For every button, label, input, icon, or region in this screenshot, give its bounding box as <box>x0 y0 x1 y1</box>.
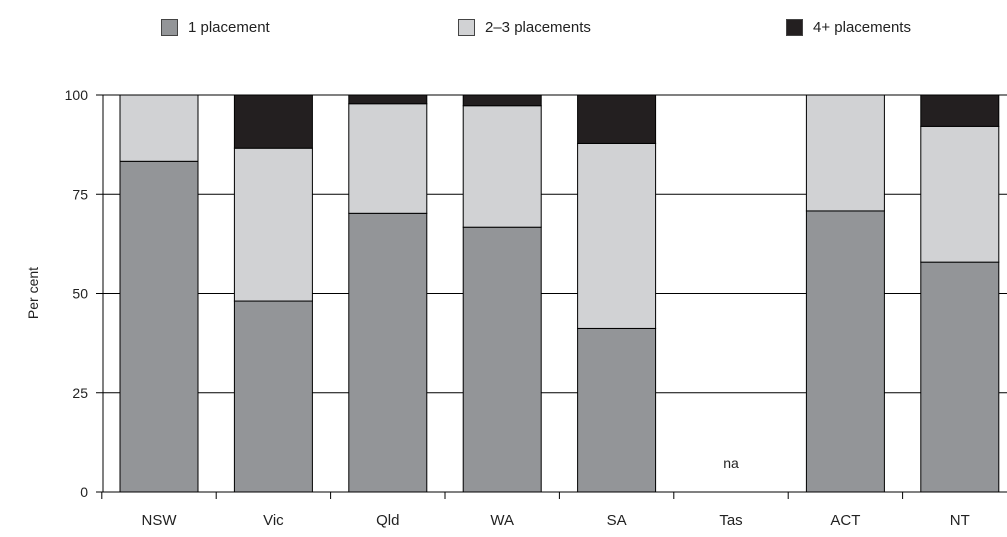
bar-wa-4-plus-placements <box>462 94 542 107</box>
bar-vic-4-plus-placements <box>233 94 313 149</box>
bar-nsw-2-3-placements <box>119 94 199 162</box>
x-tick-label-nt: NT <box>950 512 970 529</box>
bar-wa-2-3-placements <box>462 105 542 228</box>
x-tick-label-act: ACT <box>830 512 860 529</box>
bar-vic-1-placement <box>233 300 313 493</box>
legend-swatch-2-3-placements <box>458 18 475 36</box>
bars: na <box>119 94 1000 493</box>
y-tick-label-25: 25 <box>72 385 88 401</box>
bar-sa-4-plus-placements <box>577 94 657 144</box>
y-tick-label-50: 50 <box>72 286 88 302</box>
legend-label-1-placement: 1 placement <box>188 18 270 36</box>
x-tick-label-vic: Vic <box>263 512 284 529</box>
bar-nt-2-3-placements <box>920 125 1000 263</box>
axes: 0 25 50 75 100 NSW Vic Qld WA SA Tas ACT NT <box>65 87 1007 529</box>
y-tick-label-100: 100 <box>65 87 89 103</box>
bar-act-2-3-placements <box>805 94 885 212</box>
legend-label-2-3-placements: 2–3 placements <box>485 18 591 36</box>
bar-nt-1-placement <box>920 261 1000 493</box>
bar-sa-1-placement <box>577 327 657 493</box>
bar-qld-4-plus-placements <box>348 94 428 105</box>
bar-nt-4-plus-placements <box>920 94 1000 127</box>
legend-item-2-3-placements: 2–3 placements <box>458 16 591 38</box>
legend-swatch-4-plus-placements <box>786 18 803 36</box>
bar-vic-2-3-placements <box>233 147 313 302</box>
legend-label-4-plus-placements: 4+ placements <box>813 18 911 36</box>
legend-swatch-1-placement <box>161 18 178 36</box>
x-tick-label-wa: WA <box>490 512 514 529</box>
bar-qld-1-placement <box>348 212 428 493</box>
bar-qld-2-3-placements <box>348 103 428 214</box>
x-tick-label-nsw: NSW <box>142 512 178 529</box>
legend-item-4-plus-placements: 4+ placements <box>786 16 911 38</box>
bar-nsw-1-placement <box>119 160 199 493</box>
y-tick-label-75: 75 <box>72 186 88 202</box>
legend-item-1-placement: 1 placement <box>161 16 270 38</box>
annotation-tas: na <box>723 455 739 471</box>
y-tick-label-0: 0 <box>80 484 88 500</box>
bar-act-1-placement <box>805 210 885 493</box>
x-tick-label-sa: SA <box>607 512 627 529</box>
y-axis-label: Per cent <box>25 267 41 319</box>
x-tick-label-tas: Tas <box>719 512 742 529</box>
bar-sa-2-3-placements <box>577 142 657 329</box>
bar-wa-1-placement <box>462 226 542 493</box>
x-tick-label-qld: Qld <box>376 512 399 529</box>
